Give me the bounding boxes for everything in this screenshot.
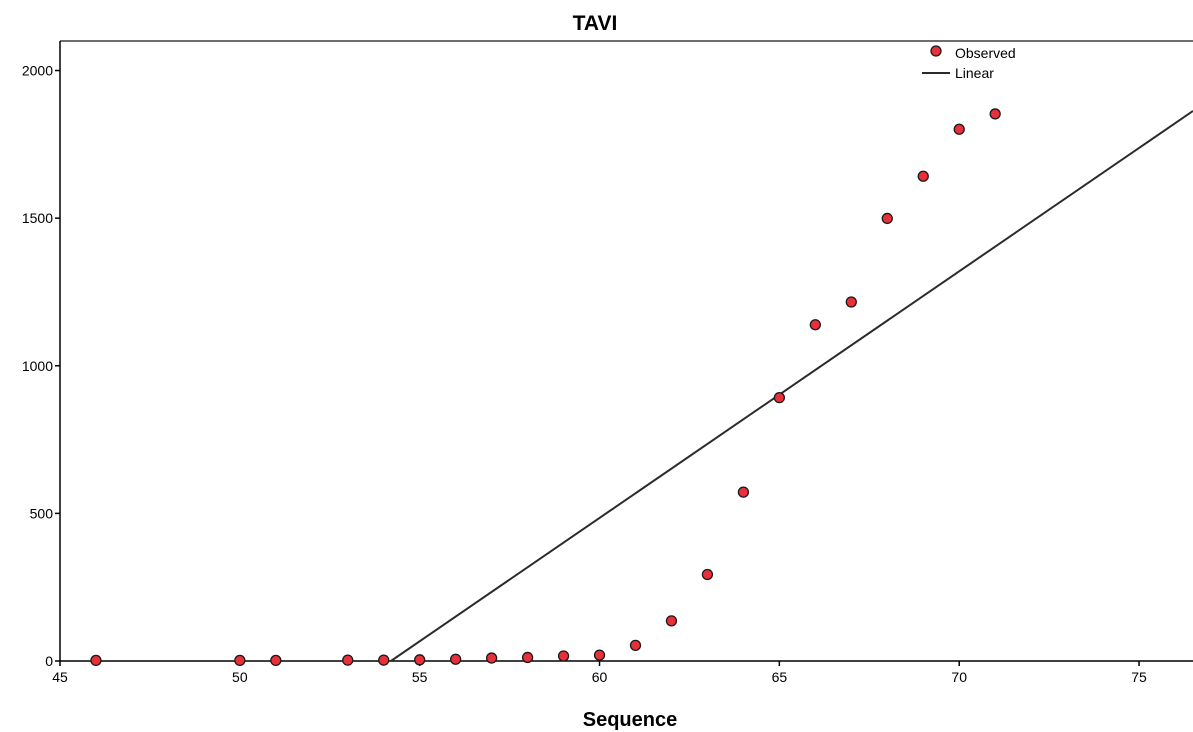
observed-point: [881, 212, 893, 225]
observed-point: [593, 649, 606, 661]
observed-point: [809, 319, 821, 331]
observed-point: [342, 654, 354, 666]
series-lines: [390, 110, 1193, 662]
observed-point: [665, 615, 678, 627]
observed-point: [917, 170, 929, 182]
legend-observed-label: Observed: [955, 45, 1016, 61]
observed-point: [234, 654, 246, 667]
observed-point: [737, 486, 750, 498]
legend: Observed Linear: [922, 45, 1016, 81]
x-tick-label: 70: [951, 669, 967, 685]
observed-point: [270, 654, 282, 667]
x-tick-label: 50: [232, 669, 248, 685]
x-tick-label: 45: [52, 669, 68, 685]
y-tick-label: 1000: [22, 358, 53, 374]
observed-point: [450, 653, 462, 665]
y-tick-label: 2000: [22, 63, 53, 79]
observed-point: [557, 650, 570, 662]
observed-point: [953, 123, 965, 135]
observed-point: [521, 651, 534, 664]
y-ticks: 0 500 1000 1500 2000: [22, 63, 60, 669]
observed-point: [90, 654, 102, 667]
x-tick-label: 65: [772, 669, 788, 685]
chart-title: TAVI: [573, 12, 618, 35]
y-tick-label: 0: [45, 653, 53, 669]
observed-point: [845, 296, 857, 308]
y-tick-label: 500: [30, 505, 54, 521]
legend-linear-label: Linear: [955, 65, 994, 81]
y-tick-label: 1500: [22, 210, 53, 226]
observed-point: [989, 108, 1001, 120]
x-tick-label: 55: [412, 669, 428, 685]
x-axis-label: Sequence: [583, 709, 677, 731]
observed-point: [629, 639, 642, 652]
observed-point: [773, 391, 786, 404]
legend-observed-marker: [930, 45, 942, 57]
observed-point: [701, 568, 714, 581]
linear-fit-line: [390, 110, 1193, 662]
x-tick-label: 75: [1131, 669, 1147, 685]
x-ticks: 45 50 55 60 65 70 75: [52, 661, 1147, 685]
observed-point: [378, 654, 390, 666]
observed-point: [414, 654, 426, 666]
x-tick-label: 60: [592, 669, 608, 685]
series-points: [90, 108, 1001, 667]
observed-point: [485, 652, 498, 664]
